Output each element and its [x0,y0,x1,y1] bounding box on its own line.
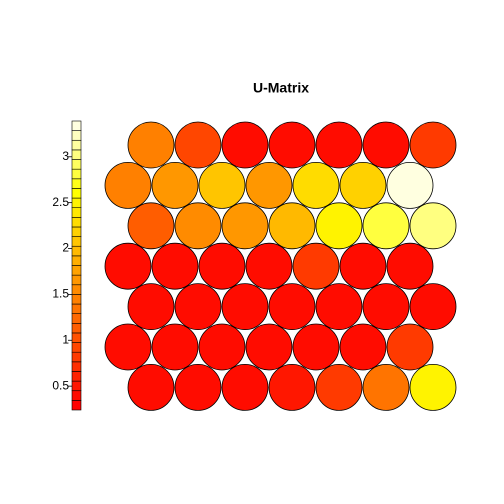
colorbar-tick-label: 1.5 [52,287,69,301]
unit-cell [292,242,340,290]
unit-cell [151,161,199,209]
colorbar-swatch [71,342,82,353]
unit-cell [268,121,316,169]
colorbar-swatch [71,226,82,237]
colorbar-swatch [71,168,82,180]
colorbar-swatch [71,255,82,266]
unit-cell [127,202,175,250]
unit-cell [315,363,363,411]
colorbar-swatch [71,332,82,343]
unit-cell [409,283,457,331]
colorbar-swatch [71,188,82,199]
colorbar-tick-label: 1 [62,332,69,346]
unit-cell [292,323,340,371]
unit-cell [268,202,316,250]
unit-cell [174,121,222,169]
colorbar-swatch [71,265,82,276]
unit-cell [221,121,269,169]
unit-cell [151,242,199,290]
colorbar-swatch [71,139,82,151]
unit-cell [221,283,269,331]
unit-cell [339,161,387,209]
unit-cell [362,121,410,169]
colorbar-swatch [71,351,82,363]
unit-cell [386,161,434,209]
colorbar-swatch [71,284,82,295]
unit-cell [362,202,410,250]
unit-cell [339,242,387,290]
unit-cell [409,121,457,169]
colorbar-swatch [71,197,82,208]
unit-cell [245,242,293,290]
colorbar-swatch [71,149,82,160]
unit-cell [151,323,199,371]
unit-cell [409,363,457,411]
unit-cell [315,121,363,169]
colorbar-tick-label: 2.5 [52,195,69,209]
colorbar-swatch [71,371,82,382]
unit-cell [174,202,222,250]
unit-cell [104,323,152,371]
colorbar-swatch [71,236,82,247]
colorbar-swatch [71,120,82,131]
colorbar-tick-label: 2 [62,241,69,255]
colorbar-swatch [71,380,82,392]
unit-cell [104,161,152,209]
colorbar-swatch [71,274,82,286]
chart-title: U-Matrix [253,80,309,96]
unit-cell [174,283,222,331]
unit-cell [127,121,175,169]
colorbar-tick-label: 3 [62,149,69,163]
unit-cell [245,161,293,209]
colorbar-swatch [71,217,82,228]
colorbar-swatch [71,159,82,170]
colorbar-swatch [71,390,82,401]
colorbar-swatch [71,294,82,305]
unit-cell [362,283,410,331]
unit-cell [221,363,269,411]
unit-cell [198,161,246,209]
colorbar-swatch [71,245,82,257]
colorbar-tick-label: 0.5 [52,378,69,392]
colorbar-swatch [71,313,82,324]
unit-cell [245,323,293,371]
unit-cell [315,202,363,250]
unit-cell [409,202,457,250]
unit-cell [339,323,387,371]
colorbar-swatch [71,322,82,334]
unit-cell [362,363,410,411]
unit-cell [104,242,152,290]
colorbar-swatch [71,178,82,189]
colorbar-swatch [71,400,82,411]
unit-cell [315,283,363,331]
unit-cell [221,202,269,250]
colorbar-swatch [71,361,82,372]
unit-cell [386,323,434,371]
unit-cell [127,363,175,411]
colorbar-swatch [71,207,82,218]
unit-cell [174,363,222,411]
unit-cell [268,363,316,411]
unit-cell [386,242,434,290]
unit-cell [198,242,246,290]
colorbar-swatch [71,303,82,314]
unit-cell [292,161,340,209]
unit-cell [127,283,175,331]
unit-cell [268,283,316,331]
colorbar-swatch [71,130,82,141]
unit-cell [198,323,246,371]
